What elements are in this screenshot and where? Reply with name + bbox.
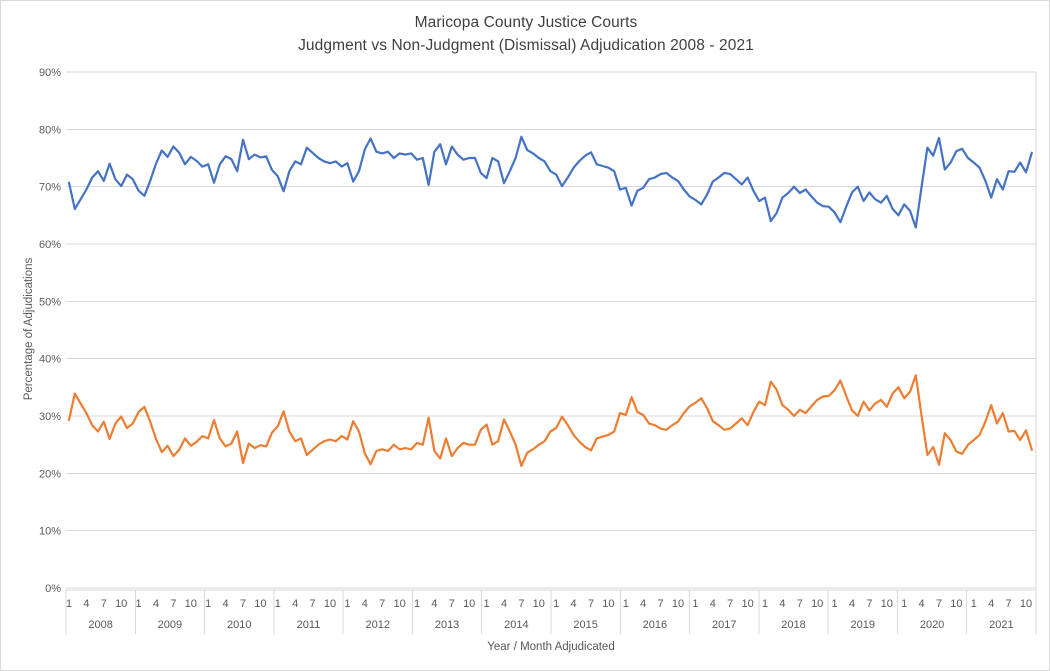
x-year-label: 2013 (435, 619, 459, 631)
x-month-tick-label: 7 (379, 598, 385, 610)
x-year-label: 2012 (366, 619, 390, 631)
y-axis-tick-label: 20% (39, 468, 61, 480)
x-axis-title: Year / Month Adjudicated (487, 641, 615, 653)
x-month-tick-label: 1 (484, 598, 490, 610)
x-month-tick-label: 7 (170, 598, 176, 610)
x-month-tick-label: 1 (414, 598, 420, 610)
x-year-label: 2014 (504, 619, 528, 631)
x-month-tick-label: 10 (741, 598, 753, 610)
x-month-tick-label: 1 (832, 598, 838, 610)
x-month-tick-label: 10 (393, 598, 405, 610)
x-month-tick-label: 1 (275, 598, 281, 610)
x-month-tick-label: 7 (101, 598, 107, 610)
x-month-tick-label: 4 (501, 598, 507, 610)
chart-title-line2: Judgment vs Non-Judgment (Dismissal) Adj… (298, 37, 754, 54)
y-axis-tick-label: 70% (39, 182, 61, 194)
x-month-tick-label: 10 (950, 598, 962, 610)
x-month-tick-label: 10 (463, 598, 475, 610)
x-month-tick-label: 4 (153, 598, 159, 610)
x-month-tick-label: 7 (658, 598, 664, 610)
y-axis-tick-label: 60% (39, 239, 61, 251)
x-month-tick-label: 7 (240, 598, 246, 610)
x-month-tick-label: 1 (344, 598, 350, 610)
x-month-tick-label: 7 (518, 598, 524, 610)
chart-title: Maricopa County Justice Courts Judgment … (1, 11, 1049, 57)
x-month-tick-label: 4 (919, 598, 925, 610)
x-year-label: 2021 (989, 619, 1013, 631)
x-month-tick-label: 1 (692, 598, 698, 610)
x-month-tick-label: 10 (254, 598, 266, 610)
y-axis-tick-label: 90% (39, 67, 61, 79)
x-month-tick-label: 1 (205, 598, 211, 610)
x-month-tick-label: 4 (849, 598, 855, 610)
x-month-tick-label: 10 (672, 598, 684, 610)
y-axis-tick-label: 50% (39, 296, 61, 308)
x-month-tick-label: 7 (866, 598, 872, 610)
x-year-label: 2016 (643, 619, 667, 631)
x-month-tick-label: 10 (1020, 598, 1032, 610)
x-month-tick-label: 7 (310, 598, 316, 610)
x-month-tick-label: 1 (553, 598, 559, 610)
x-year-label: 2019 (851, 619, 875, 631)
x-month-tick-label: 10 (324, 598, 336, 610)
x-year-label: 2017 (712, 619, 736, 631)
x-month-tick-label: 4 (83, 598, 89, 610)
x-year-label: 2020 (920, 619, 944, 631)
x-month-tick-label: 1 (762, 598, 768, 610)
x-month-tick-label: 7 (588, 598, 594, 610)
x-month-tick-label: 1 (971, 598, 977, 610)
y-axis-tick-label: 80% (39, 124, 61, 136)
y-axis-tick-label: 0% (45, 583, 61, 595)
x-month-tick-label: 4 (292, 598, 298, 610)
x-year-label: 2010 (227, 619, 251, 631)
x-month-tick-label: 7 (727, 598, 733, 610)
x-month-tick-label: 10 (533, 598, 545, 610)
x-year-label: 2011 (297, 619, 321, 631)
chart-title-line1: Maricopa County Justice Courts (414, 14, 638, 31)
y-axis-tick-label: 10% (39, 526, 61, 538)
x-month-tick-label: 10 (185, 598, 197, 610)
x-month-tick-label: 4 (431, 598, 437, 610)
x-month-tick-label: 4 (571, 598, 577, 610)
x-month-tick-label: 7 (797, 598, 803, 610)
x-month-tick-label: 1 (901, 598, 907, 610)
x-month-tick-label: 10 (115, 598, 127, 610)
dismissal-series-line (67, 374, 1033, 467)
x-month-tick-label: 4 (640, 598, 646, 610)
x-year-label: 2015 (573, 619, 597, 631)
x-year-label: 2009 (158, 619, 182, 631)
x-month-tick-label: 4 (710, 598, 716, 610)
x-month-tick-label: 1 (623, 598, 629, 610)
x-month-tick-label: 4 (362, 598, 368, 610)
x-month-tick-label: 10 (811, 598, 823, 610)
x-month-tick-label: 10 (881, 598, 893, 610)
x-month-tick-label: 7 (449, 598, 455, 610)
x-year-label: 2018 (781, 619, 805, 631)
x-month-tick-label: 4 (988, 598, 994, 610)
y-axis-tick-label: 30% (39, 411, 61, 423)
x-month-tick-label: 4 (223, 598, 229, 610)
x-month-tick-label: 4 (779, 598, 785, 610)
y-axis-tick-label: 40% (39, 354, 61, 366)
x-month-tick-label: 1 (136, 598, 142, 610)
x-month-tick-label: 1 (66, 598, 72, 610)
x-month-tick-label: 10 (602, 598, 614, 610)
x-year-label: 2008 (88, 619, 112, 631)
judgment-series-line (67, 135, 1033, 229)
x-month-tick-label: 7 (1006, 598, 1012, 610)
x-month-tick-label: 7 (936, 598, 942, 610)
